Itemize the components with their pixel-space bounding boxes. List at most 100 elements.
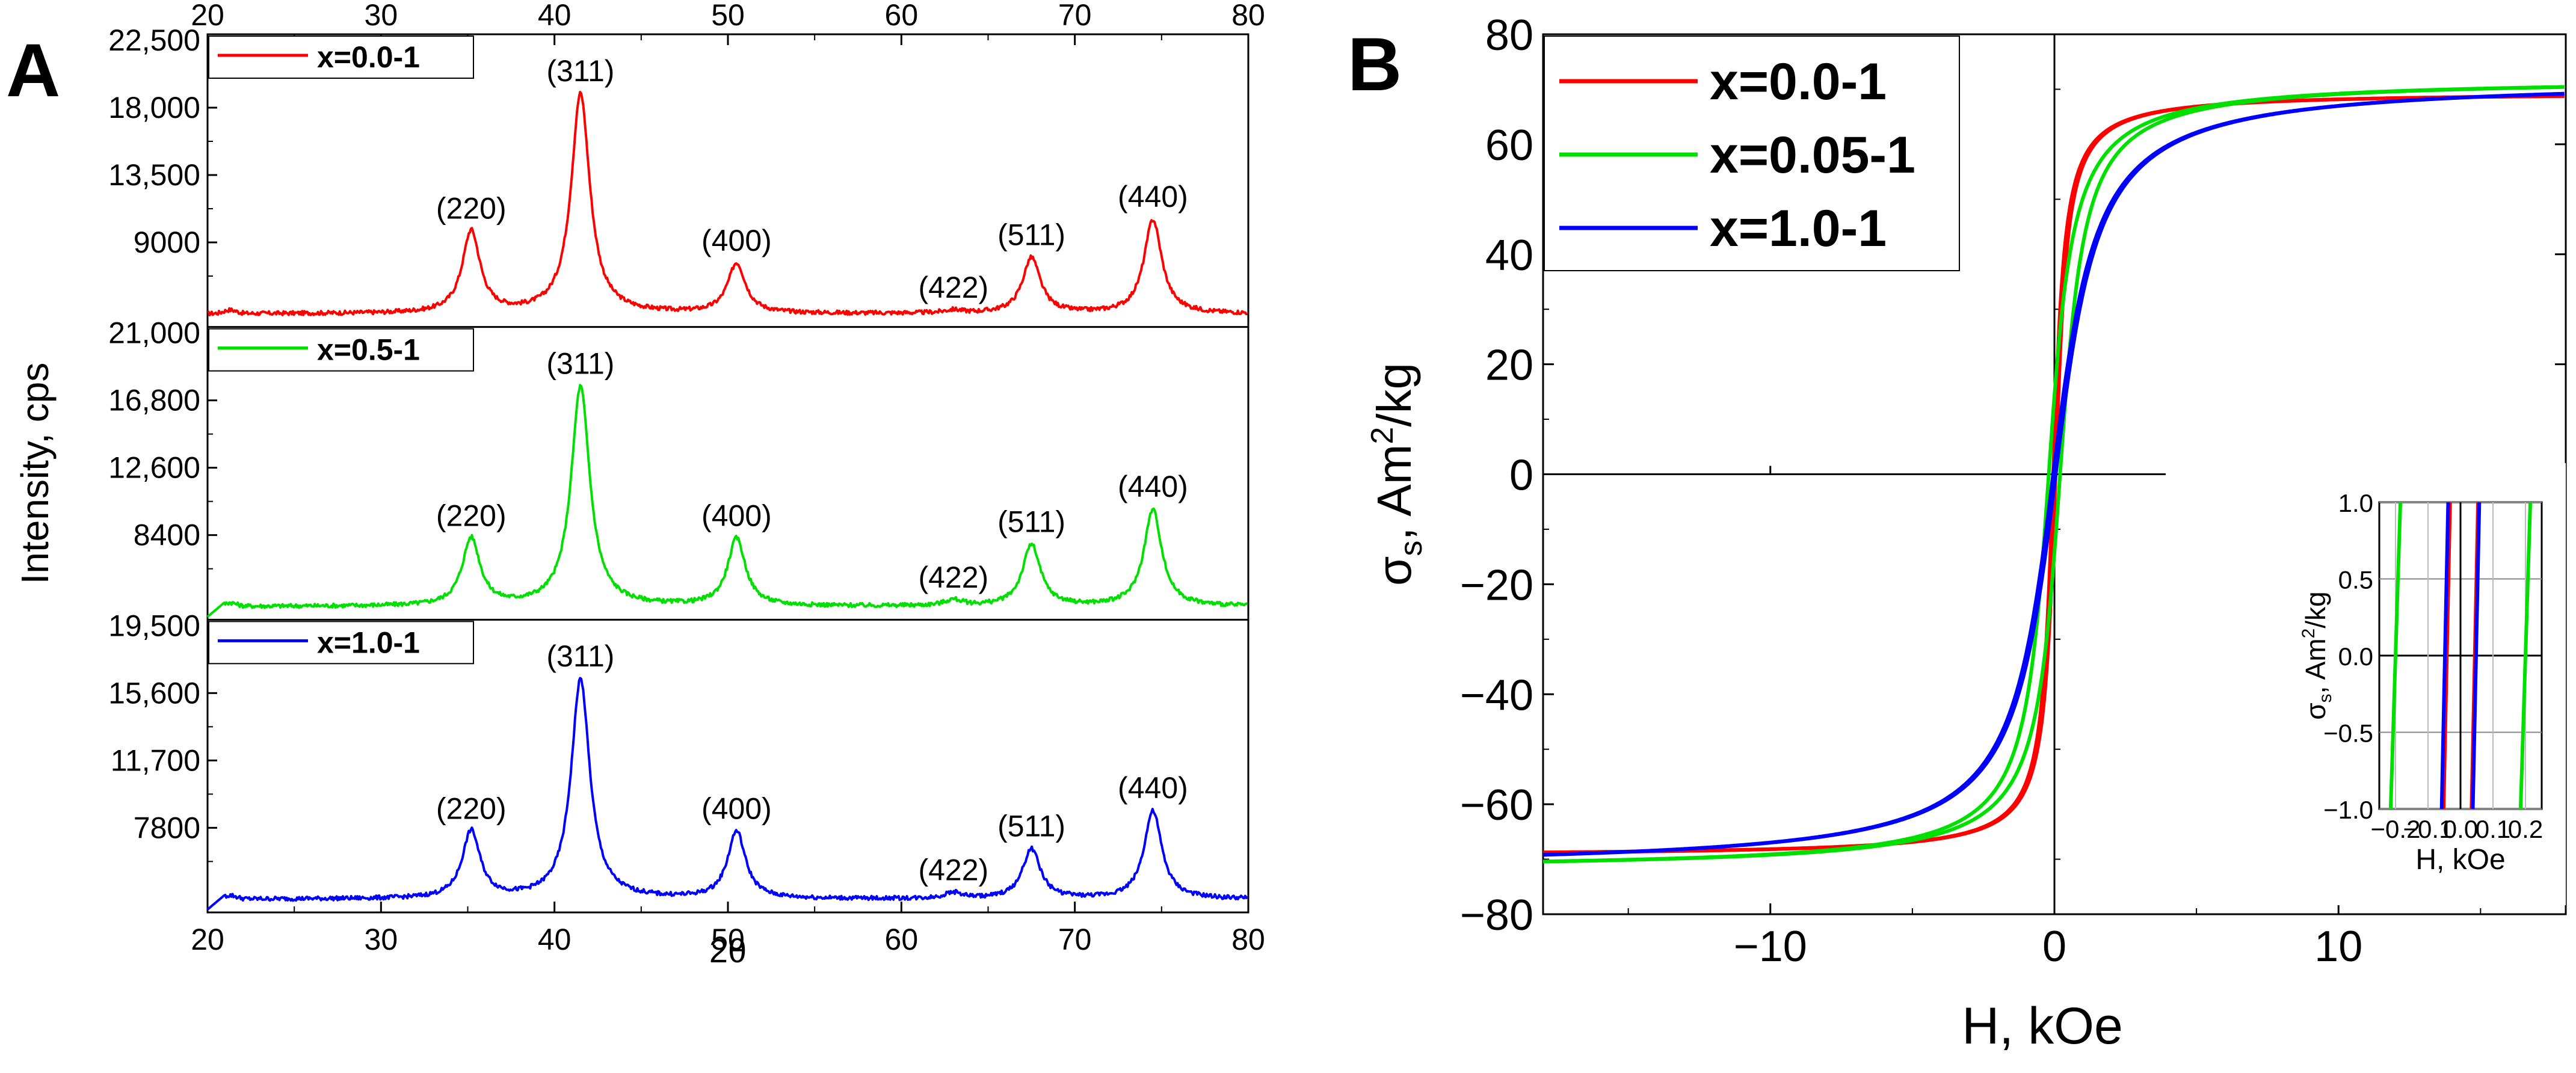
spectrum-line [206, 384, 1248, 618]
y-tick-label: −20 [1460, 561, 1533, 609]
legend-box [208, 328, 474, 372]
y-tick-label: 16,800 [108, 384, 200, 417]
x-tick-label-bottom: 70 [1058, 923, 1092, 956]
spectrum-line [206, 677, 1248, 911]
x-tick-label-bottom: 30 [365, 923, 398, 956]
inset-y-title-subscript: s [2316, 693, 2335, 703]
peak-label: (422) [918, 271, 988, 304]
peak-label: (220) [436, 499, 507, 533]
x-tick-label-top: 20 [191, 0, 224, 32]
y-tick-label: −60 [1460, 781, 1533, 829]
inset-loop-segment [2471, 502, 2482, 810]
legend-label: x=0.0-1 [317, 40, 420, 74]
peak-label: (220) [436, 792, 507, 825]
peak-label: (440) [1118, 771, 1188, 805]
inset-loop-segment [2518, 502, 2533, 810]
x-tick-label-top: 80 [1231, 0, 1265, 32]
y-tick-label: 18,000 [108, 91, 200, 125]
inset-loop-segment [2441, 502, 2452, 810]
y-tick-label: 19,500 [108, 609, 200, 642]
xrd-plot-frame [206, 33, 1249, 914]
x-tick-label-bottom: 50 [711, 923, 745, 956]
peak-label: (400) [701, 499, 772, 533]
y-axis-title-subscript: s [1394, 541, 1429, 556]
x-tick-label: 10 [2314, 923, 2362, 971]
y-tick-label: 22,500 [108, 23, 200, 57]
inset-y-tick-label: 0.5 [2338, 566, 2373, 594]
legend-box [208, 621, 474, 665]
inset-x-tick-label: 0.1 [2476, 815, 2510, 843]
peak-label: (511) [997, 809, 1065, 843]
y-tick-label: 60 [1485, 121, 1533, 170]
inset-y-tick-label: 0.0 [2338, 642, 2373, 671]
x-tick-label-top: 70 [1058, 0, 1092, 32]
inset-background [2166, 463, 2566, 905]
peak-label: (422) [918, 853, 988, 887]
peak-label: (440) [1118, 470, 1188, 503]
peak-label: (220) [436, 192, 507, 226]
y-tick-label: 20 [1485, 342, 1533, 390]
legend-label: x=0.05-1 [1710, 126, 1915, 184]
legend-label: x=1.0-1 [1710, 200, 1887, 257]
y-axis-title: σs, Am2/kg [1365, 363, 1429, 586]
peak-label: (311) [546, 347, 614, 381]
y-axis-title-symbol: σ [1367, 556, 1421, 586]
peak-label: (511) [997, 218, 1065, 251]
inset-loop-segment [2388, 502, 2403, 810]
inset-x-tick-label: −0.2 [2371, 815, 2421, 843]
x-tick-label-bottom: 20 [191, 923, 224, 956]
peak-label: (311) [546, 639, 614, 673]
peak-label: (400) [701, 792, 772, 825]
x-tick-label: 0 [2042, 923, 2066, 971]
inset-x-tick-label: 0.0 [2443, 815, 2478, 843]
inset-y-tick-label: 1.0 [2338, 489, 2373, 517]
y-axis-title-superscript: 2 [1365, 427, 1400, 444]
y-tick-label: 11,700 [111, 743, 200, 777]
inset-y-title-symbol: σ [2300, 703, 2331, 719]
x-axis-title: 2θ [709, 932, 747, 970]
x-tick-label-bottom: 40 [538, 923, 572, 956]
x-axis-title: H, kOe [1962, 997, 2123, 1055]
y-axis-title-unit: , Am [1367, 444, 1421, 541]
x-tick-label-top: 30 [365, 0, 398, 32]
y-tick-label: 8400 [134, 518, 200, 552]
legend-label: x=0.0-1 [1710, 53, 1887, 111]
legend-box [208, 35, 474, 79]
x-tick-label-top: 40 [538, 0, 572, 32]
y-tick-label: 9000 [134, 226, 200, 259]
y-tick-label: 0 [1509, 452, 1533, 500]
inset-chart: −1.0−0.50.00.51.0−0.2−0.10.00.10.2H, kOe… [2166, 463, 2566, 905]
y-axis-title: Intensity, cps [13, 363, 57, 585]
peak-label: (311) [546, 54, 614, 88]
y-tick-label: 13,500 [108, 158, 200, 192]
x-tick-label: −10 [1734, 923, 1807, 971]
y-tick-label: 80 [1485, 11, 1533, 60]
inset-y-axis-title: σs, Am2/kg [2299, 591, 2335, 719]
panel-a-letter: A [6, 29, 60, 112]
peak-label: (511) [997, 505, 1065, 538]
peak-label: (440) [1118, 180, 1188, 214]
hysteresis-branch-down [1542, 85, 2565, 864]
x-tick-label-top: 50 [711, 0, 745, 32]
panel-b-letter: B [1348, 23, 1402, 106]
peak-label: (422) [918, 561, 988, 594]
spectrum-line [207, 91, 1248, 316]
y-axis-title-tail: /kg [1367, 363, 1421, 427]
legend-label: x=1.0-1 [317, 626, 420, 659]
inset-y-tick-label: −0.5 [2323, 719, 2373, 748]
x-tick-label-bottom: 60 [885, 923, 919, 956]
inset-x-tick-label: 0.2 [2508, 815, 2543, 843]
inset-x-tick-label: −0.1 [2403, 815, 2453, 843]
y-tick-label: −80 [1460, 891, 1533, 939]
x-tick-label-bottom: 80 [1231, 923, 1265, 956]
hysteresis-branch-down [1542, 91, 2565, 857]
x-tick-label-top: 60 [885, 0, 919, 32]
y-tick-label: 12,600 [108, 451, 200, 485]
y-tick-label: 15,600 [108, 676, 200, 710]
inset-x-axis-title: H, kOe [2415, 844, 2505, 876]
xrd-chart: 20 20 30 30 40 40 50 50 60 60 70 70 80 80 2θ Intensity,… [13, 0, 1265, 970]
inset-y-title-tail: /kg [2300, 591, 2331, 628]
y-tick-label: −40 [1460, 671, 1533, 719]
y-tick-label: 7800 [134, 811, 200, 844]
